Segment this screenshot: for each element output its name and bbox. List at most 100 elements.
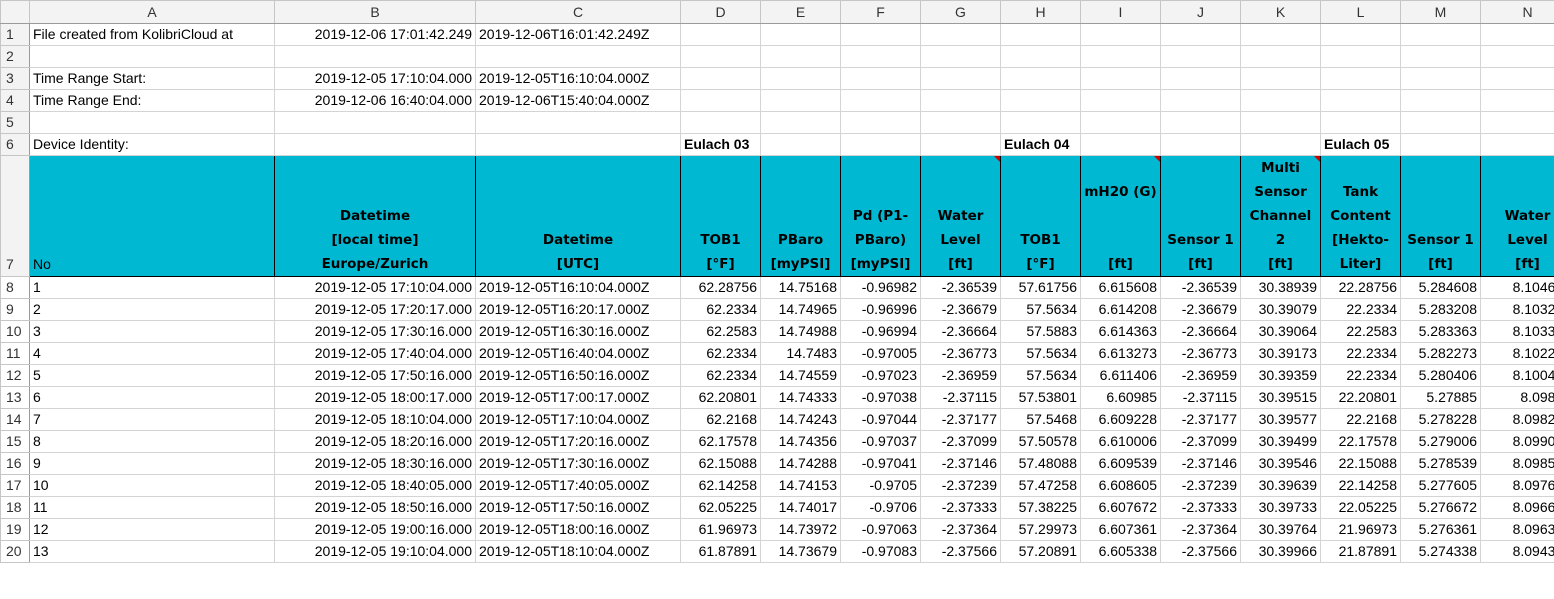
table-cell[interactable]: 2 bbox=[29, 298, 275, 321]
header-tank-content[interactable]: Tank Content [Hekto- Liter] bbox=[1320, 155, 1401, 277]
table-cell[interactable]: 14.74333 bbox=[760, 386, 841, 409]
cell[interactable] bbox=[840, 133, 921, 156]
table-cell[interactable]: 4 bbox=[29, 342, 275, 365]
cell[interactable] bbox=[29, 45, 275, 68]
cell-c3[interactable]: 2019-12-05T16:10:04.000Z bbox=[475, 67, 681, 90]
row-header[interactable]: 13 bbox=[0, 386, 30, 409]
table-cell[interactable]: 2019-12-05T16:30:16.000Z bbox=[475, 320, 681, 343]
table-cell[interactable]: 22.05225 bbox=[1320, 496, 1401, 519]
table-cell[interactable]: 6.610006 bbox=[1080, 430, 1161, 453]
table-cell[interactable]: 30.39064 bbox=[1240, 320, 1321, 343]
cell[interactable] bbox=[760, 23, 841, 46]
cell[interactable] bbox=[274, 45, 476, 68]
table-cell[interactable]: 22.15088 bbox=[1320, 452, 1401, 475]
table-cell[interactable]: 6.60985 bbox=[1080, 386, 1161, 409]
cell[interactable] bbox=[274, 111, 476, 134]
table-cell[interactable]: 30.39499 bbox=[1240, 430, 1321, 453]
cell[interactable] bbox=[920, 45, 1001, 68]
cell-a3[interactable]: Time Range Start: bbox=[29, 67, 275, 90]
table-cell[interactable]: 57.5634 bbox=[1000, 342, 1081, 365]
column-header-j[interactable]: J bbox=[1160, 0, 1241, 24]
cell[interactable] bbox=[1400, 45, 1481, 68]
table-cell[interactable]: 62.05225 bbox=[680, 496, 761, 519]
row-header[interactable]: 12 bbox=[0, 364, 30, 387]
table-cell[interactable]: 57.50578 bbox=[1000, 430, 1081, 453]
header-no[interactable]: No bbox=[29, 155, 275, 277]
row-header[interactable]: 5 bbox=[0, 111, 30, 134]
device-eulach-04[interactable]: Eulach 04 bbox=[1000, 133, 1081, 156]
table-cell[interactable]: -2.36664 bbox=[920, 320, 1001, 343]
cell-b1[interactable]: 2019-12-06 17:01:42.249 bbox=[274, 23, 476, 46]
row-header[interactable]: 4 bbox=[0, 89, 30, 112]
header-datetime-local[interactable]: Datetime [local time] Europe/Zurich bbox=[274, 155, 476, 277]
table-cell[interactable]: 8.098539 bbox=[1480, 452, 1554, 475]
cell[interactable] bbox=[1160, 23, 1241, 46]
cell[interactable] bbox=[1480, 23, 1554, 46]
table-cell[interactable]: 2019-12-05T17:40:05.000Z bbox=[475, 474, 681, 497]
cell[interactable] bbox=[1160, 133, 1241, 156]
cell[interactable] bbox=[840, 67, 921, 90]
table-cell[interactable]: 6.607672 bbox=[1080, 496, 1161, 519]
table-cell[interactable]: -0.9705 bbox=[840, 474, 921, 497]
header-sensor1-eulach05[interactable]: Sensor 1 [ft] bbox=[1400, 155, 1481, 277]
table-cell[interactable]: 57.5468 bbox=[1000, 408, 1081, 431]
table-cell[interactable]: -0.97023 bbox=[840, 364, 921, 387]
table-cell[interactable]: 30.39173 bbox=[1240, 342, 1321, 365]
table-cell[interactable]: -0.96996 bbox=[840, 298, 921, 321]
cell[interactable] bbox=[1160, 67, 1241, 90]
column-header-h[interactable]: H bbox=[1000, 0, 1081, 24]
table-cell[interactable]: 2019-12-05T18:00:16.000Z bbox=[475, 518, 681, 541]
cell-a4[interactable]: Time Range End: bbox=[29, 89, 275, 112]
table-cell[interactable]: 5.283208 bbox=[1400, 298, 1481, 321]
table-cell[interactable]: -2.36959 bbox=[1160, 364, 1241, 387]
table-cell[interactable]: 6.614363 bbox=[1080, 320, 1161, 343]
table-cell[interactable]: 14.74988 bbox=[760, 320, 841, 343]
table-cell[interactable]: -2.37566 bbox=[920, 540, 1001, 563]
table-cell[interactable]: 61.87891 bbox=[680, 540, 761, 563]
device-eulach-03[interactable]: Eulach 03 bbox=[680, 133, 761, 156]
table-cell[interactable]: 14.74017 bbox=[760, 496, 841, 519]
table-cell[interactable]: 62.2168 bbox=[680, 408, 761, 431]
cell[interactable] bbox=[1240, 111, 1321, 134]
table-cell[interactable]: 2019-12-05 18:50:16.000 bbox=[274, 496, 476, 519]
column-header-d[interactable]: D bbox=[680, 0, 761, 24]
header-mh20[interactable]: mH20 (G) [ft] bbox=[1080, 155, 1161, 277]
cell[interactable] bbox=[760, 67, 841, 90]
table-cell[interactable]: 8.09885 bbox=[1480, 386, 1554, 409]
table-cell[interactable]: -2.37239 bbox=[1160, 474, 1241, 497]
cell[interactable] bbox=[1160, 111, 1241, 134]
row-header[interactable]: 11 bbox=[0, 342, 30, 365]
table-cell[interactable]: 14.73972 bbox=[760, 518, 841, 541]
table-cell[interactable]: 10 bbox=[29, 474, 275, 497]
table-cell[interactable]: 6.607361 bbox=[1080, 518, 1161, 541]
table-cell[interactable]: 57.29973 bbox=[1000, 518, 1081, 541]
cell[interactable] bbox=[1080, 133, 1161, 156]
cell[interactable] bbox=[1000, 89, 1081, 112]
cell[interactable] bbox=[1400, 133, 1481, 156]
column-header-m[interactable]: M bbox=[1400, 0, 1481, 24]
column-header-i[interactable]: I bbox=[1080, 0, 1161, 24]
table-cell[interactable]: 6.609539 bbox=[1080, 452, 1161, 475]
table-cell[interactable]: 22.28756 bbox=[1320, 276, 1401, 299]
table-cell[interactable]: 62.2334 bbox=[680, 298, 761, 321]
cell[interactable] bbox=[760, 45, 841, 68]
table-cell[interactable]: -0.97005 bbox=[840, 342, 921, 365]
header-pbaro[interactable]: PBaro [myPSI] bbox=[760, 155, 841, 277]
table-cell[interactable]: -2.37333 bbox=[920, 496, 1001, 519]
table-cell[interactable]: -0.97083 bbox=[840, 540, 921, 563]
cell[interactable] bbox=[760, 133, 841, 156]
table-cell[interactable]: 8.094338 bbox=[1480, 540, 1554, 563]
table-cell[interactable]: 5.284608 bbox=[1400, 276, 1481, 299]
table-cell[interactable]: 8.103208 bbox=[1480, 298, 1554, 321]
cell[interactable] bbox=[1400, 111, 1481, 134]
cell[interactable] bbox=[1400, 23, 1481, 46]
table-cell[interactable]: 8.103363 bbox=[1480, 320, 1554, 343]
table-cell[interactable]: 8.099006 bbox=[1480, 430, 1554, 453]
table-cell[interactable]: 2019-12-05 19:10:04.000 bbox=[274, 540, 476, 563]
table-cell[interactable]: 14.74288 bbox=[760, 452, 841, 475]
cell[interactable] bbox=[1000, 111, 1081, 134]
row-header[interactable]: 14 bbox=[0, 408, 30, 431]
cell-b3[interactable]: 2019-12-05 17:10:04.000 bbox=[274, 67, 476, 90]
cell[interactable] bbox=[1240, 67, 1321, 90]
cell[interactable] bbox=[760, 111, 841, 134]
